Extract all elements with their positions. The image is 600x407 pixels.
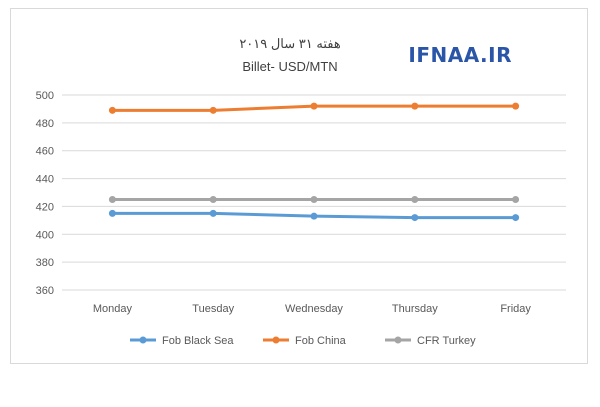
watermark-logo: IFNAA.IR [408, 43, 512, 67]
series-2 [108, 195, 520, 203]
y-tick-label: 460 [36, 146, 54, 158]
chart-frame [10, 8, 588, 364]
series-1 [108, 102, 520, 114]
x-tick-label: Monday [93, 303, 133, 315]
data-point [512, 214, 520, 222]
legend-label: CFR Turkey [417, 335, 476, 347]
x-tick-label: Friday [500, 303, 531, 315]
legend-item: Fob China [263, 335, 347, 347]
data-point [108, 195, 116, 203]
series-lines [108, 102, 520, 222]
data-point [108, 106, 116, 114]
data-point [209, 209, 217, 217]
y-tick-label: 480 [36, 118, 54, 130]
y-tick-label: 400 [36, 229, 54, 241]
y-tick-label: 440 [36, 174, 54, 186]
x-tick-label: Tuesday [192, 303, 234, 315]
legend-label: Fob China [295, 335, 347, 347]
data-point [310, 212, 318, 220]
data-point [512, 195, 520, 203]
y-tick-label: 360 [36, 285, 54, 297]
chart-subtitle: Billet- USD/MTN [242, 59, 337, 74]
data-point [108, 209, 116, 217]
y-tick-label: 380 [36, 257, 54, 269]
series-0 [108, 209, 520, 222]
data-point [411, 214, 419, 222]
y-axis-ticks: 360 380 400 420 440 460 480 500 [36, 90, 54, 297]
legend-swatch-marker [139, 336, 147, 344]
gridlines [62, 94, 566, 291]
data-point [411, 102, 419, 110]
y-tick-label: 420 [36, 201, 54, 213]
legend-label: Fob Black Sea [162, 335, 234, 347]
data-point [209, 106, 217, 114]
x-tick-label: Thursday [392, 303, 438, 315]
data-point [310, 195, 318, 203]
legend-swatch-marker [394, 336, 402, 344]
data-point [512, 102, 520, 110]
legend-item: Fob Black Sea [130, 335, 234, 347]
legend-swatch-marker [272, 336, 280, 344]
y-tick-label: 500 [36, 90, 54, 102]
data-point [209, 195, 217, 203]
x-tick-label: Wednesday [285, 303, 343, 315]
x-axis-ticks: Monday Tuesday Wednesday Thursday Friday [93, 303, 532, 315]
data-point [411, 195, 419, 203]
legend: Fob Black Sea Fob China CFR Turkey [130, 335, 476, 347]
data-point [310, 102, 318, 110]
chart-title: هفته ۳۱ سال ۲۰۱۹ [239, 36, 341, 51]
legend-item: CFR Turkey [385, 335, 476, 347]
